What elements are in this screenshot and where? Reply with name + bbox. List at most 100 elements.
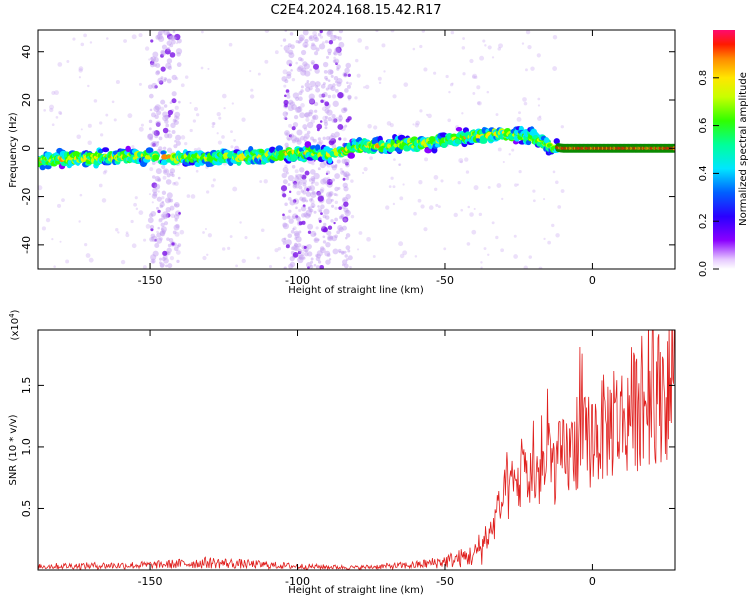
spectrogram-scatter-dot <box>175 250 181 255</box>
broadband-dot <box>336 36 340 40</box>
broadband-dot <box>292 199 297 203</box>
broadband-dot <box>336 67 340 71</box>
broadband-dot <box>165 123 170 128</box>
spectrogram-scatter-dot <box>157 31 163 36</box>
broadband-dot <box>289 199 296 206</box>
broadband-dot <box>335 46 342 53</box>
broadband-dot <box>285 244 290 249</box>
spectrogram-scatter-dot <box>158 218 163 223</box>
broadband-dot <box>298 65 304 71</box>
broadband-dot <box>336 159 341 164</box>
broadband-dot <box>175 48 183 55</box>
broadband-dot <box>290 101 295 107</box>
broadband-dot <box>292 245 298 251</box>
spectrogram-scatter-dot <box>120 259 126 265</box>
broadband-dot <box>346 84 351 89</box>
broadband-dot <box>148 119 153 124</box>
broadband-dot <box>155 62 161 68</box>
spectrogram-scatter-dot <box>78 66 84 71</box>
broadband-dot <box>152 51 159 58</box>
broadband-dot <box>283 237 287 241</box>
broadband-dot <box>327 30 332 35</box>
broadband-dot <box>302 41 309 48</box>
broadband-dot <box>165 179 172 185</box>
spectrogram-scatter-dot <box>54 90 59 96</box>
spectrogram-scatter-dot <box>79 193 83 197</box>
broadband-dot <box>304 70 311 77</box>
broadband-dot <box>153 63 157 67</box>
broadband-dot <box>329 179 333 183</box>
broadband-dot <box>292 227 295 231</box>
broadband-dot <box>340 214 345 218</box>
broadband-dot <box>342 198 346 202</box>
broadband-dot <box>167 65 172 70</box>
broadband-dot <box>325 172 329 175</box>
broadband-dot <box>284 117 288 121</box>
spectrogram-scatter-dot <box>65 259 70 264</box>
broadband-dot <box>328 191 334 196</box>
broadband-dot <box>159 261 162 265</box>
broadband-dot <box>156 110 162 116</box>
spectrogram-scatter-dot <box>477 101 482 106</box>
broadband-dot <box>308 109 314 115</box>
spectrogram-scatter-dot <box>399 253 405 259</box>
broadband-dot <box>159 257 163 261</box>
spectrogram-scatter-dot <box>56 203 62 208</box>
spectrogram-scatter-dot <box>423 227 428 232</box>
spectrogram-scatter-dot <box>221 93 227 99</box>
spectrogram-ytick-label: 20 <box>20 93 33 107</box>
spectrogram-scatter-dot <box>392 185 396 189</box>
spectrogram-scatter-dot <box>480 266 483 269</box>
spectrogram-scatter-dot <box>161 196 165 200</box>
snr-line-area <box>38 330 675 570</box>
colorbar-tick-label: 0.2 <box>698 213 709 229</box>
broadband-dot <box>297 41 301 44</box>
spectrogram-scatter-dot <box>471 75 476 79</box>
spectrogram-scatter-dot <box>78 76 82 79</box>
broadband-dot <box>169 35 176 41</box>
broadband-dot <box>316 123 323 130</box>
spectrogram-scatter-dot <box>472 92 476 95</box>
broadband-dot <box>164 169 168 173</box>
broadband-dot <box>300 58 304 62</box>
spectrogram-scatter-dot <box>228 42 233 47</box>
spectrogram-scatter-dot <box>459 160 463 164</box>
broadband-dot <box>164 119 169 124</box>
broadband-dot <box>282 222 288 228</box>
broadband-dot <box>309 185 316 192</box>
broadband-dot <box>330 164 335 169</box>
broadband-dot <box>158 80 164 85</box>
spectrogram-scatter-dot <box>241 258 246 264</box>
spectrogram-scatter-dot <box>403 82 409 87</box>
broadband-dot <box>344 209 351 217</box>
broadband-dot <box>174 202 180 208</box>
spectrogram-scatter-dot <box>551 223 555 228</box>
spectrogram-scatter-dot <box>113 118 117 122</box>
broadband-dot <box>317 260 322 264</box>
broadband-dot <box>327 83 334 90</box>
spectrogram-scatter-dot <box>186 194 191 198</box>
ridge-cell <box>382 148 389 154</box>
broadband-dot <box>344 88 349 93</box>
spectrogram-scatter-dot <box>448 90 451 94</box>
broadband-dot <box>311 61 314 65</box>
broadband-dot <box>285 89 290 93</box>
spectrogram-scatter-dot <box>412 47 416 51</box>
broadband-dot <box>325 136 331 141</box>
broadband-dot <box>322 177 329 184</box>
broadband-dot <box>167 263 173 269</box>
broadband-dot <box>304 112 309 118</box>
broadband-dot <box>311 42 315 47</box>
broadband-dot <box>166 40 172 46</box>
snr-ytick-label: 1.5 <box>20 377 33 395</box>
broadband-dot <box>283 99 289 106</box>
broadband-dot <box>327 225 333 230</box>
broadband-dot <box>301 196 307 202</box>
broadband-dot <box>313 36 319 42</box>
broadband-dot <box>165 62 172 69</box>
broadband-dot <box>295 96 300 101</box>
spectrogram-scatter-dot <box>457 181 461 185</box>
broadband-dot <box>162 211 169 218</box>
broadband-dot <box>343 207 349 213</box>
spectrogram-scatter-dot <box>496 183 502 188</box>
